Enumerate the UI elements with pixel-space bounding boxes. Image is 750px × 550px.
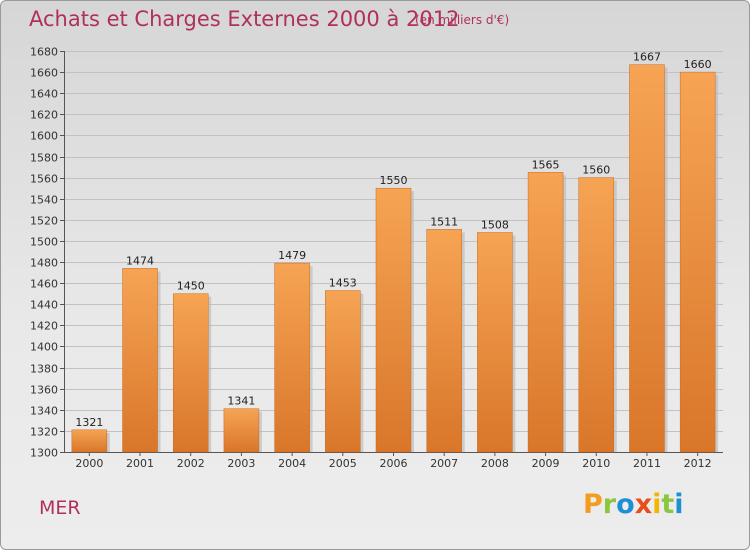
proxiti-logo[interactable]: Proxiti — [583, 489, 684, 520]
x-tick-label: 2001 — [126, 457, 154, 470]
logo-letter: i — [674, 489, 684, 520]
bar-2008 — [477, 232, 513, 453]
data-label: 1479 — [278, 249, 306, 262]
x-tick-label: 2006 — [380, 457, 408, 470]
y-tick-label: 1460 — [30, 278, 58, 291]
bar-2004 — [274, 262, 310, 453]
y-tick-label: 1300 — [30, 447, 58, 460]
bar-2009 — [527, 172, 564, 453]
x-tick-label: 2004 — [278, 457, 306, 470]
data-label: 1550 — [380, 174, 408, 187]
data-label: 1450 — [177, 280, 205, 293]
bar-2003 — [223, 408, 260, 453]
bar-2000 — [71, 429, 108, 453]
data-label: 1341 — [227, 395, 255, 408]
logo-letter: o — [616, 489, 635, 520]
data-label: 1508 — [481, 219, 509, 232]
commune-name: MER — [39, 497, 81, 519]
logo-letter: P — [583, 489, 603, 520]
y-tick-label: 1440 — [30, 299, 58, 312]
chart-subtitle: (en milliers d'€) — [415, 13, 510, 27]
y-tick-label: 1340 — [30, 405, 58, 418]
x-tick-label: 2005 — [329, 457, 357, 470]
y-tick-label: 1520 — [30, 215, 58, 228]
x-tick-label: 2010 — [582, 457, 610, 470]
logo-letter: t — [661, 489, 675, 520]
data-label: 1667 — [633, 51, 661, 64]
data-label: 1474 — [126, 254, 154, 267]
y-tick-label: 1600 — [30, 130, 58, 143]
data-label: 1321 — [75, 416, 103, 429]
logo-letter: r — [602, 489, 617, 520]
x-tick-label: 2000 — [75, 457, 103, 470]
data-label: 1565 — [532, 158, 560, 171]
logo-letter: i — [652, 489, 662, 520]
bar-2012 — [679, 71, 716, 453]
data-label: 1560 — [582, 164, 610, 177]
bars — [71, 64, 719, 453]
x-tick-label: 2002 — [177, 457, 205, 470]
bar-2006 — [375, 187, 412, 453]
y-tick-label: 1420 — [30, 320, 58, 333]
y-tick-label: 1500 — [30, 236, 58, 249]
data-label: 1453 — [329, 277, 357, 290]
x-tick-label: 2009 — [532, 457, 560, 470]
data-label: 1511 — [430, 215, 458, 228]
y-tick-label: 1540 — [30, 194, 58, 207]
y-tick-label: 1360 — [30, 384, 58, 397]
y-tick-label: 1620 — [30, 109, 58, 122]
data-label: 1660 — [684, 58, 712, 71]
y-tick-label: 1320 — [30, 426, 58, 439]
y-tick-label: 1560 — [30, 173, 58, 186]
bar-2001 — [122, 268, 158, 453]
x-tick-label: 2011 — [633, 457, 661, 470]
bar-2011 — [629, 64, 665, 453]
bar-2005 — [325, 290, 361, 453]
x-tick-label: 2008 — [481, 457, 509, 470]
logo-letter: x — [634, 489, 653, 520]
y-tick-label: 1660 — [30, 67, 58, 80]
y-tick-label: 1400 — [30, 341, 58, 354]
labels: 1300 1320 1340 1360 1380 1400 1420 1440 1460 1480… — [30, 46, 712, 471]
x-tick-label: 2007 — [430, 457, 458, 470]
y-tick-label: 1580 — [30, 152, 58, 165]
y-tick-label: 1480 — [30, 257, 58, 270]
axes — [60, 51, 723, 456]
x-tick-label: 2003 — [227, 457, 255, 470]
bar-2002 — [172, 293, 209, 453]
chart-title: Achats et Charges Externes 2000 à 2012 — [29, 7, 460, 31]
bar-2007 — [426, 229, 462, 453]
y-tick-label: 1680 — [30, 46, 58, 59]
y-tick-label: 1380 — [30, 363, 58, 376]
y-tick-label: 1640 — [30, 88, 58, 101]
bar-2010 — [578, 177, 615, 453]
x-tick-label: 2012 — [684, 457, 712, 470]
